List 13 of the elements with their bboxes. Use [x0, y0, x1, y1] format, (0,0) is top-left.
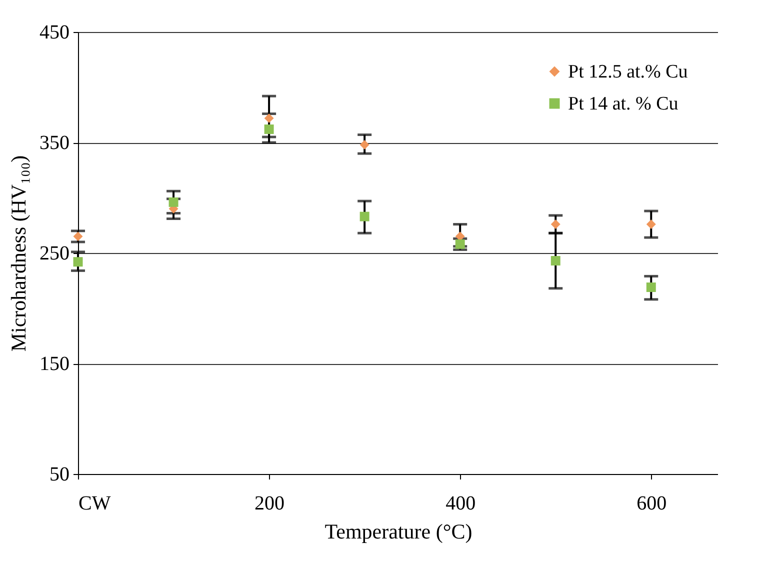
y-axis-title: Microhardness (HV₁₀₀) [6, 155, 30, 352]
x-tick-label: 200 [254, 492, 285, 514]
legend-label: Pt 12.5 at.% Cu [568, 62, 688, 82]
y-tick-label: 450 [40, 22, 70, 44]
x-tick-label: 600 [636, 492, 667, 514]
y-tick-label: 150 [40, 353, 70, 375]
y-tick-label: 250 [40, 242, 70, 264]
x-tick-label: CW [78, 492, 111, 514]
y-tick-label: 50 [50, 464, 70, 486]
x-axis-title: Temperature (°C) [324, 520, 472, 544]
x-tick-label: 400 [446, 492, 476, 514]
legend-label: Pt 14 at. % Cu [568, 94, 679, 114]
y-tick-label: 350 [40, 132, 70, 154]
